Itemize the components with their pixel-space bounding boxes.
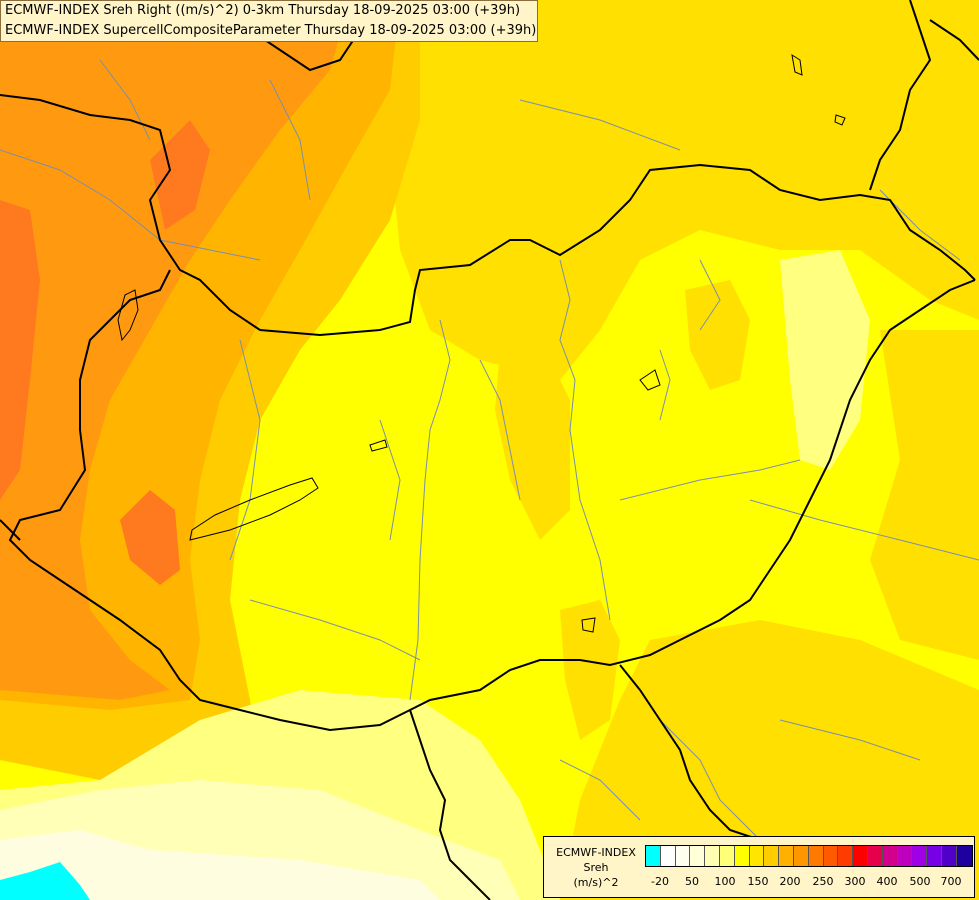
legend-ticks: -20 50 100 150 200 250 300 400 500 700 [645, 875, 975, 889]
field-gold-southeast [560, 620, 979, 900]
legend-swatch [897, 846, 913, 866]
legend-unit-label: (m/s)^2 [573, 876, 619, 889]
legend-model-label: ECMWF-INDEX [556, 846, 636, 859]
field-orange-dark-south [120, 490, 180, 585]
legend-swatch [882, 846, 898, 866]
rivers [0, 59, 979, 841]
legend-swatch [646, 846, 661, 866]
field-pale-east [780, 250, 870, 470]
legend-swatch [660, 846, 676, 866]
field-orange-dark-west [0, 200, 40, 500]
legend-labels: ECMWF-INDEX Sreh (m/s)^2 [548, 845, 644, 890]
legend-swatch [675, 846, 691, 866]
legend-tick-label: -20 [651, 875, 669, 888]
color-legend: ECMWF-INDEX Sreh (m/s)^2 -20 50 100 150 200 2… [543, 836, 975, 898]
legend-swatch [838, 846, 854, 866]
legend-swatch [779, 846, 794, 866]
legend-swatch [956, 846, 972, 866]
field-cream-south [0, 830, 440, 900]
legend-swatch [705, 846, 720, 866]
legend-swatch [912, 846, 928, 866]
legend-swatch [749, 846, 765, 866]
legend-swatch [941, 846, 957, 866]
legend-variable-label: Sreh [583, 861, 609, 874]
field-gold-central [495, 340, 570, 540]
legend-tick-label: 250 [812, 875, 834, 888]
field-gold-east [870, 330, 979, 660]
legend-swatch [927, 846, 942, 866]
legend-swatch [867, 846, 883, 866]
legend-tick-label: 50 [685, 875, 699, 888]
legend-swatch [690, 846, 706, 866]
legend-tick-label: 100 [714, 875, 736, 888]
legend-swatch [764, 846, 780, 866]
legend-swatches [645, 845, 973, 867]
title-line-sreh: ECMWF-INDEX Sreh Right ((m/s)^2) 0-3km T… [5, 3, 521, 18]
legend-swatch [808, 846, 824, 866]
legend-tick-label: 150 [747, 875, 769, 888]
legend-tick-label: 500 [909, 875, 931, 888]
legend-tick-label: 200 [779, 875, 801, 888]
legend-tick-label: 700 [940, 875, 962, 888]
legend-swatch [793, 846, 809, 866]
legend-tick-label: 300 [844, 875, 866, 888]
legend-swatch [734, 846, 750, 866]
field-cyan-corner [0, 862, 90, 900]
legend-swatch [823, 846, 839, 866]
legend-tick-label: 400 [876, 875, 898, 888]
title-line-scp: ECMWF-INDEX SupercellCompositeParameter … [5, 23, 537, 38]
legend-swatch [719, 846, 735, 866]
field-gold-ne-blob [685, 280, 750, 390]
field-gold-north [380, 0, 979, 380]
field-orange [0, 0, 350, 700]
field-gold-south-blob [560, 600, 620, 740]
lakes [117, 53, 846, 633]
legend-swatch [853, 846, 868, 866]
map-title-box: ECMWF-INDEX Sreh Right ((m/s)^2) 0-3km T… [0, 0, 538, 42]
